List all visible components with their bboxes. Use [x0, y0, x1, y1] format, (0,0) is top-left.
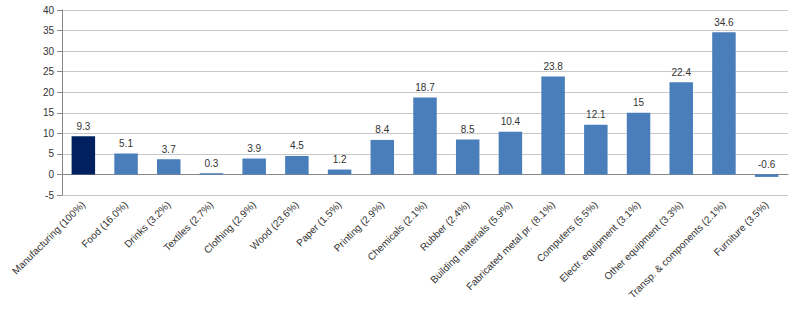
svg-text:Fabricated metal pr. (8.1%): Fabricated metal pr. (8.1%)	[464, 199, 557, 292]
svg-text:3.9: 3.9	[247, 143, 261, 154]
svg-text:8.5: 8.5	[461, 124, 475, 135]
svg-text:22.4: 22.4	[672, 67, 692, 78]
svg-text:Furniture (3.5%): Furniture (3.5%)	[712, 199, 771, 258]
svg-text:8.4: 8.4	[375, 124, 389, 135]
svg-text:34.6: 34.6	[714, 17, 734, 28]
svg-text:5: 5	[48, 148, 54, 159]
svg-text:23.8: 23.8	[543, 61, 563, 72]
svg-text:Drinks (3.2%): Drinks (3.2%)	[122, 199, 173, 250]
svg-text:12.1: 12.1	[586, 109, 606, 120]
svg-text:Paper (1.5%): Paper (1.5%)	[294, 199, 344, 249]
svg-text:10: 10	[43, 128, 55, 139]
svg-text:10.4: 10.4	[501, 116, 521, 127]
svg-text:35: 35	[43, 25, 55, 36]
svg-text:Computers (5.5%): Computers (5.5%)	[534, 199, 600, 265]
svg-text:3.7: 3.7	[162, 144, 176, 155]
svg-text:Chemicals (2.1%): Chemicals (2.1%)	[365, 199, 428, 262]
svg-text:9.3: 9.3	[76, 121, 90, 132]
svg-text:20: 20	[43, 87, 55, 98]
svg-text:15: 15	[43, 107, 55, 118]
svg-text:0: 0	[48, 169, 54, 180]
svg-text:5.1: 5.1	[119, 138, 133, 149]
svg-text:Wood (23.6%): Wood (23.6%)	[248, 199, 301, 252]
svg-text:4.5: 4.5	[290, 140, 304, 151]
svg-text:18.7: 18.7	[415, 82, 435, 93]
svg-text:Textiles (2.7%): Textiles (2.7%)	[161, 199, 216, 254]
svg-text:25: 25	[43, 66, 55, 77]
svg-text:1.2: 1.2	[333, 154, 347, 165]
svg-text:Building materials (5.9%): Building materials (5.9%)	[428, 199, 514, 285]
svg-text:-5: -5	[45, 190, 54, 201]
svg-text:Food (16.0%): Food (16.0%)	[79, 199, 130, 250]
svg-text:15: 15	[633, 97, 645, 108]
svg-text:0.3: 0.3	[205, 158, 219, 169]
svg-text:Transp. & components (2.1%): Transp. & components (2.1%)	[626, 199, 728, 301]
svg-text:-0.6: -0.6	[758, 159, 776, 170]
svg-text:30: 30	[43, 46, 55, 57]
svg-text:40: 40	[43, 5, 55, 16]
svg-text:Other equipment (3.3%): Other equipment (3.3%)	[602, 199, 685, 282]
svg-text:Rubber (2.4%): Rubber (2.4%)	[417, 199, 472, 253]
svg-text:Clothing (2.9%): Clothing (2.9%)	[201, 199, 259, 256]
svg-text:Manufacturing (100%): Manufacturing (100%)	[10, 199, 87, 276]
svg-text:Printing (2.9%): Printing (2.9%)	[331, 199, 387, 254]
svg-text:Electr. equipment (3.1%): Electr. equipment (3.1%)	[557, 199, 642, 284]
